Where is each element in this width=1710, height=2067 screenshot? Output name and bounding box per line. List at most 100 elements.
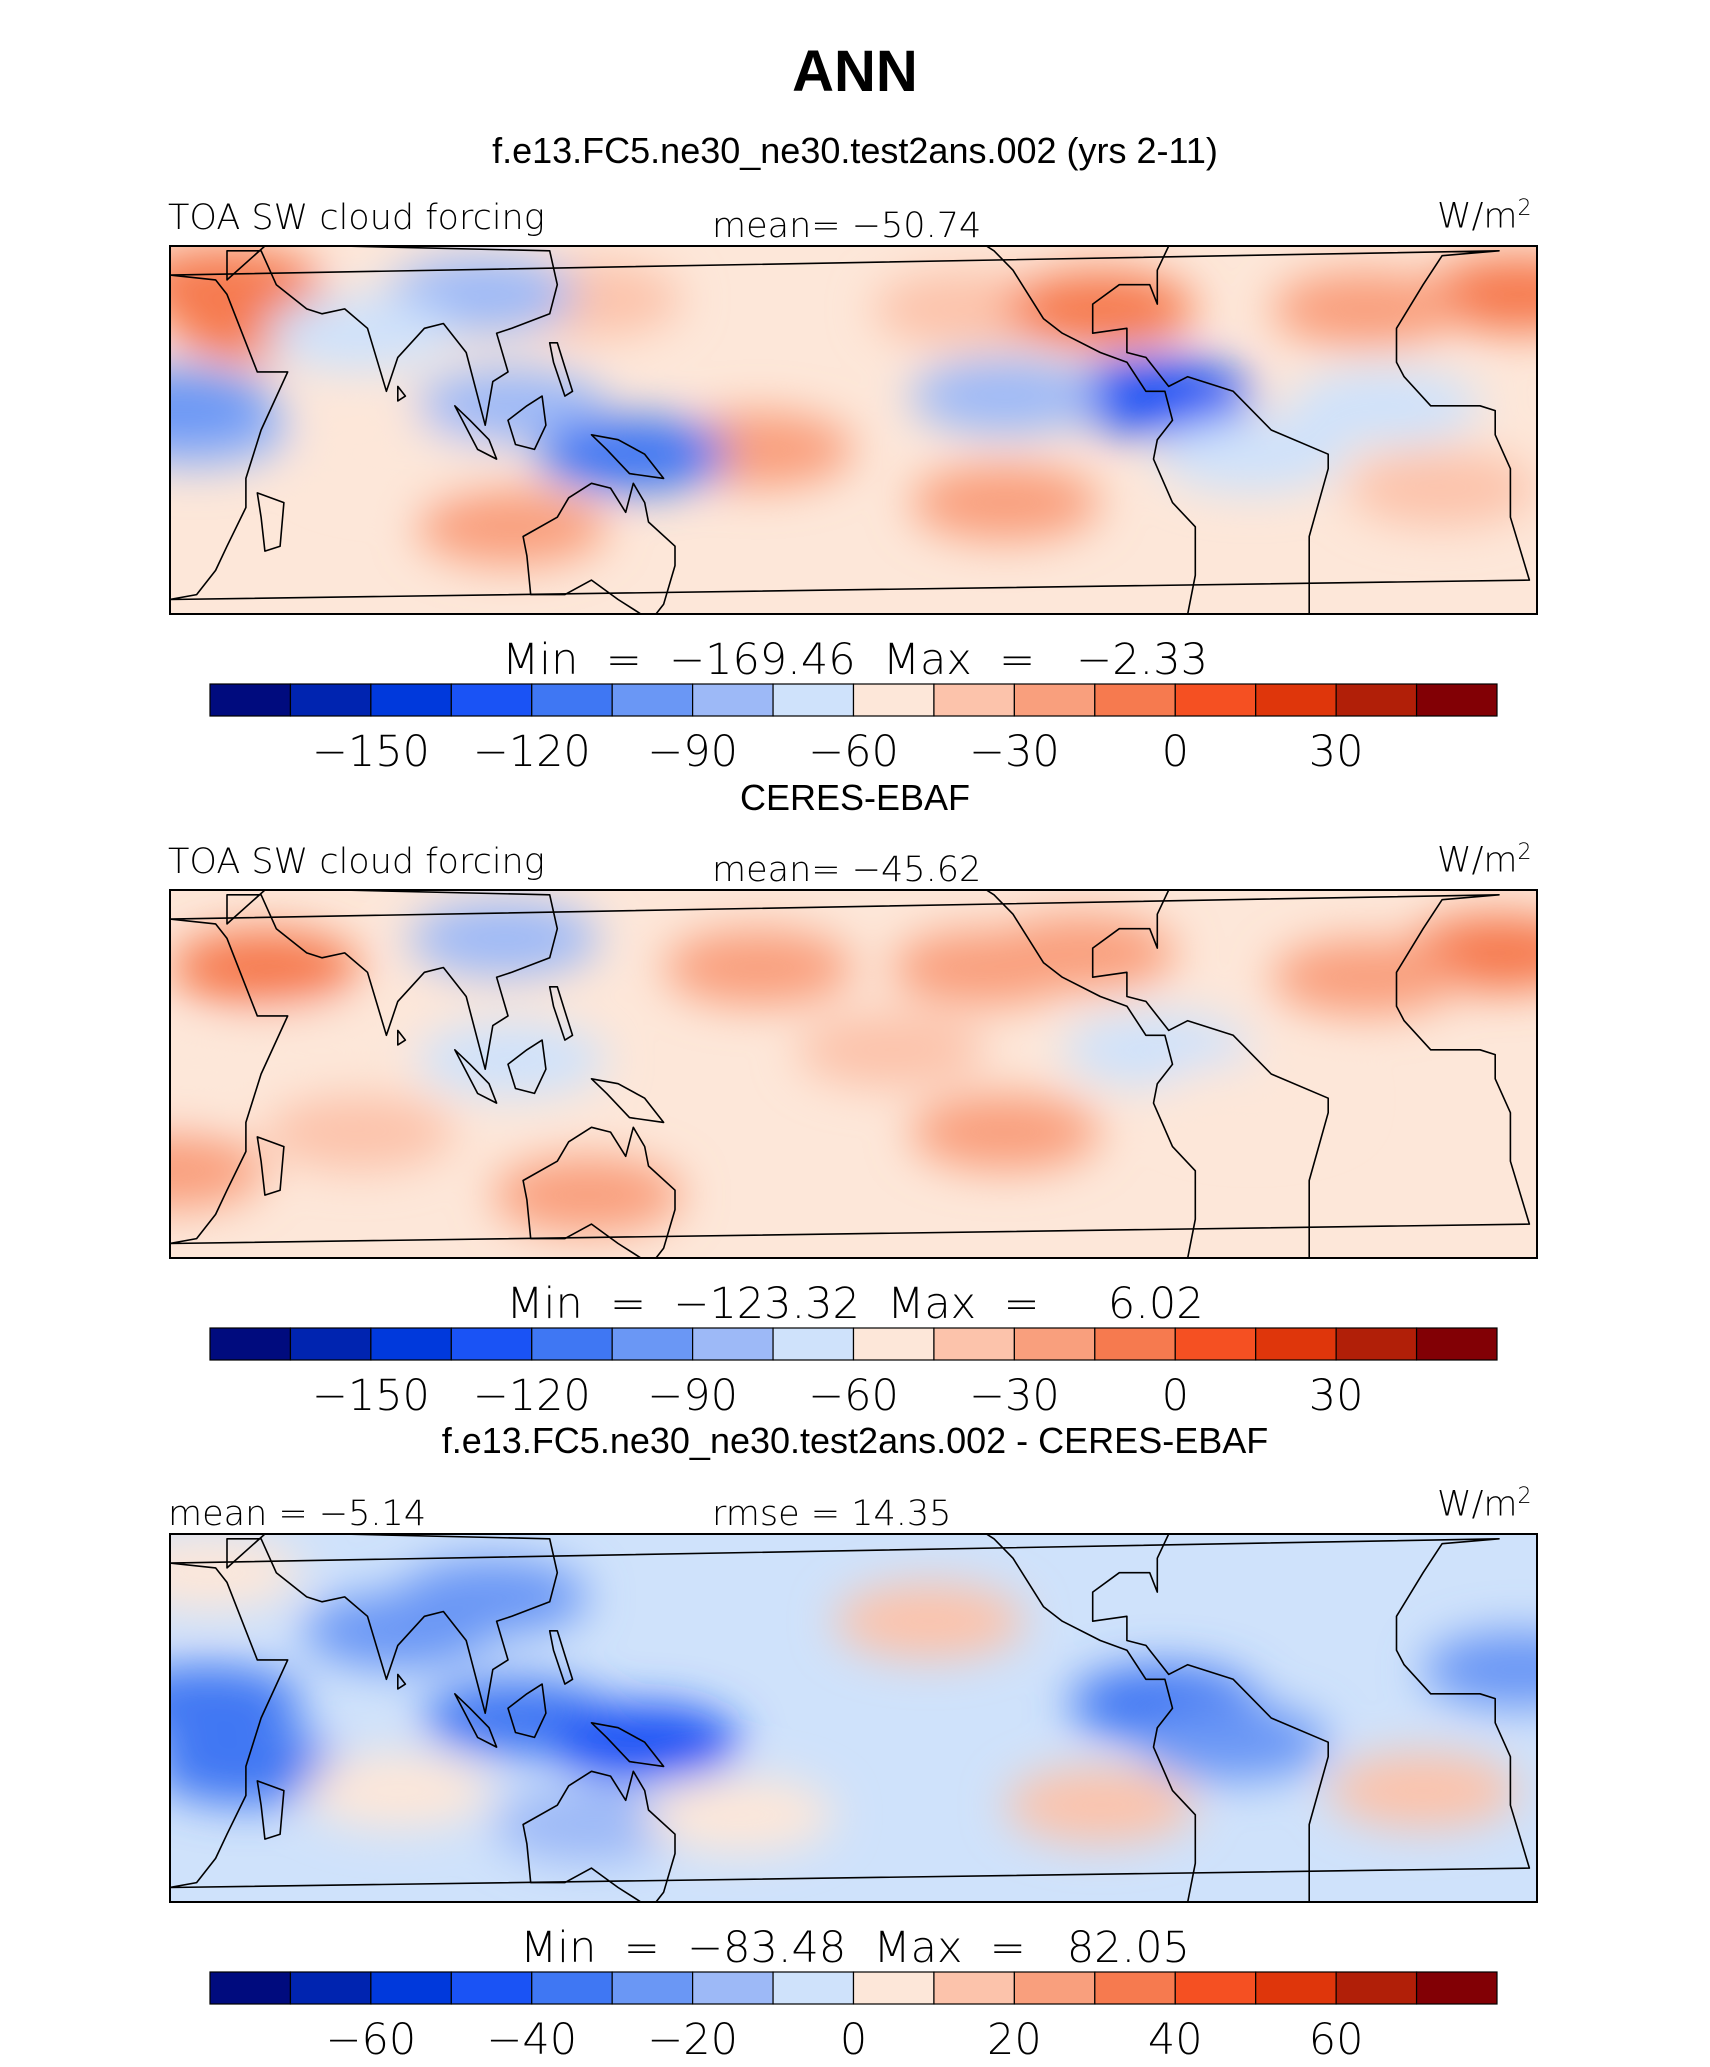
colorbar-tick-label: −150 <box>312 1371 430 1421</box>
coastline <box>548 341 574 397</box>
field-region <box>492 1786 683 1863</box>
colorbar-swatch <box>1013 1327 1096 1361</box>
panel-1-colorbar: −150 −120 −90 −60 −30 0 30 <box>209 683 1498 777</box>
coastline <box>453 404 498 460</box>
field-region <box>170 1728 341 1805</box>
colorbar-swatch <box>450 683 533 717</box>
panel-2-mean-label: mean= −45.62 <box>712 850 982 890</box>
colorbar-tick-label: 0 <box>1162 1371 1189 1421</box>
map-field <box>170 1534 1537 1863</box>
coastline <box>590 1722 665 1768</box>
colorbar-tick-label: −120 <box>473 727 591 777</box>
colorbar-tick-label: −30 <box>969 1371 1060 1421</box>
coastline <box>256 492 285 552</box>
coastline <box>985 890 1329 1258</box>
panel-1-units-label: W/m2 <box>1437 196 1532 237</box>
field-region <box>416 1021 607 1098</box>
colorbar-swatch <box>1335 683 1418 717</box>
colorbar-swatch <box>852 1971 935 2005</box>
field-region <box>226 1011 417 1088</box>
colorbar-tick-label: −120 <box>473 1371 591 1421</box>
coastline <box>226 1534 559 1714</box>
field-region <box>170 1665 303 1742</box>
colorbar-swatch <box>772 683 855 717</box>
field-region <box>264 1094 455 1171</box>
colorbar-swatch <box>531 1971 613 2005</box>
panel-3-rmse-label: rmse = 14.35 <box>712 1494 952 1534</box>
colorbar-swatch <box>933 1971 1015 2005</box>
colorbar-tick-label: −90 <box>647 727 738 777</box>
field-region <box>492 1157 683 1234</box>
colorbar-swatch <box>1335 1971 1418 2005</box>
map-frame <box>169 889 1538 1259</box>
coastline <box>226 890 559 1070</box>
colorbar-swatch <box>1255 683 1337 717</box>
colorbar-swatch <box>209 683 292 717</box>
colorbar-swatch <box>692 1327 774 1361</box>
colorbar-swatch <box>370 683 452 717</box>
field-region <box>644 1776 835 1853</box>
colorbar-swatch <box>611 1971 694 2005</box>
panel-2-variable-label: TOA SW cloud forcing <box>168 842 545 882</box>
field-region <box>796 1011 987 1088</box>
panel-1-mean-label: mean= −50.74 <box>712 206 982 246</box>
panel-2-units-label: W/m2 <box>1437 840 1532 881</box>
field-region <box>1271 270 1462 347</box>
colorbar-swatch <box>209 1971 292 2005</box>
colorbar-tick-label: 0 <box>840 2015 867 2065</box>
field-region <box>872 270 1063 347</box>
field-region <box>1157 416 1348 493</box>
coastline <box>170 893 1531 1245</box>
colorbar-tick-label: −60 <box>326 2015 417 2065</box>
coastline <box>256 1780 285 1840</box>
colorbar-tick-label: −40 <box>486 2015 577 2065</box>
colorbar-tick-label: −60 <box>808 727 899 777</box>
coastline <box>548 985 574 1041</box>
coastline <box>522 482 676 614</box>
field-region <box>170 1534 303 1611</box>
field-region <box>1062 358 1253 435</box>
panel-2-minmax-label: Min = −123.32 Max = 6.02 <box>506 1279 1204 1329</box>
field-region <box>1423 1631 1537 1708</box>
colorbar-swatch <box>1013 1971 1096 2005</box>
field-region <box>538 416 729 493</box>
field-region <box>986 914 1177 991</box>
colorbar-swatch <box>1255 1971 1337 2005</box>
colorbar-swatch <box>450 1327 533 1361</box>
map-field <box>170 900 1537 1234</box>
colorbar-swatch <box>1255 1327 1337 1361</box>
field-region <box>170 246 322 323</box>
field-region <box>302 1752 493 1829</box>
colorbar-swatch <box>611 683 694 717</box>
coastline <box>507 1683 547 1739</box>
colorbar-tick-label: −60 <box>808 1371 899 1421</box>
coastline <box>396 1029 407 1046</box>
colorbar-swatch <box>289 1327 372 1361</box>
coastline <box>985 1534 1329 1902</box>
colorbar-swatch <box>1335 1327 1418 1361</box>
colorbar-swatch <box>450 1971 533 2005</box>
colorbar-tick-label: 40 <box>1148 2015 1203 2065</box>
field-region <box>1271 939 1462 1016</box>
panel-3-units-label: W/m2 <box>1437 1484 1532 1525</box>
field-region <box>663 929 854 1006</box>
field-region <box>1138 1704 1329 1781</box>
colorbar-swatch <box>289 1971 372 2005</box>
colorbar-tick-label: −30 <box>969 727 1060 777</box>
field-region <box>1290 367 1481 444</box>
colorbar-swatch <box>370 1971 452 2005</box>
coastline <box>522 1770 676 1902</box>
panel-1-map <box>170 246 1537 614</box>
map-background <box>170 1534 1537 1902</box>
panel-2-subtitle: CERES-EBAF <box>739 777 971 818</box>
colorbar-swatch <box>1415 1971 1498 2005</box>
field-region <box>170 929 360 1006</box>
coastline <box>507 1039 547 1095</box>
panel-3-mean-label: mean = −5.14 <box>168 1494 427 1534</box>
field-region <box>170 1132 265 1209</box>
colorbar-swatch <box>1013 683 1096 717</box>
colorbar-swatch <box>1415 683 1498 717</box>
field-region <box>397 1558 588 1635</box>
coastline <box>985 246 1329 614</box>
colorbar-swatch <box>289 683 372 717</box>
